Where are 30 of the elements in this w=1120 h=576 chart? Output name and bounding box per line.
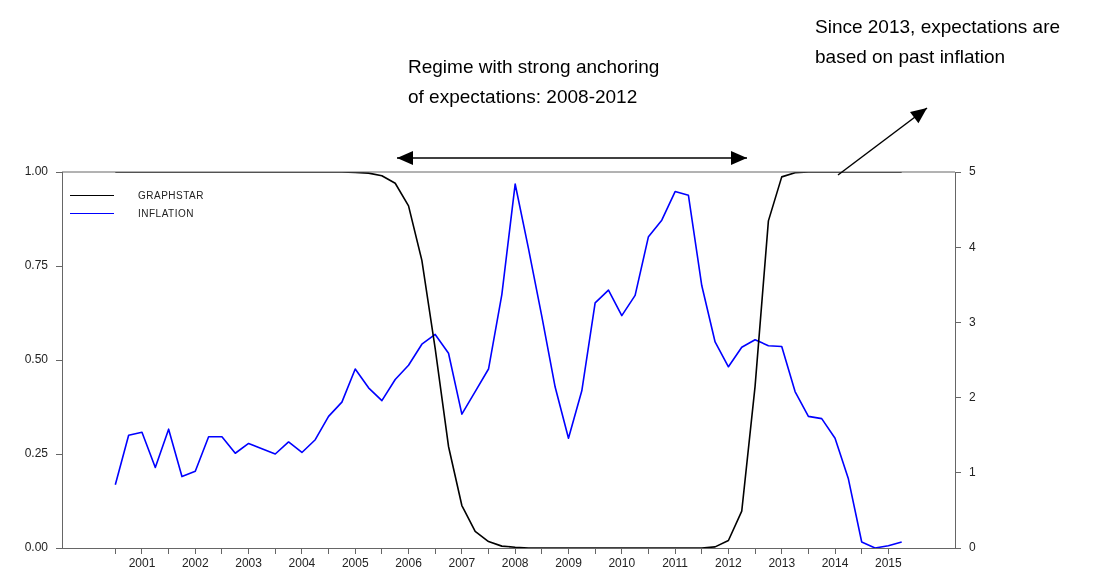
x-tick-label: 2001: [128, 555, 156, 570]
y-tick-label: 0.75: [24, 258, 49, 273]
x-tick-label: 2013: [768, 555, 796, 570]
y2-tick-label: 5: [969, 164, 976, 179]
x-tick-label: 2007: [448, 555, 476, 570]
y-tick-label: 0.25: [24, 446, 49, 461]
text: Since 2013, expectations are based on past inflation: [815, 15, 1062, 69]
x-tick-label: 2015: [875, 555, 903, 570]
legend-label: INFLATION: [138, 207, 194, 219]
x-tick-label: 2008: [501, 555, 529, 570]
y-tick-label: 1.00: [24, 164, 49, 179]
y2-tick-label: 2: [969, 389, 976, 404]
x-tick-label: 2004: [288, 555, 316, 570]
x-tick-label: 2006: [395, 555, 423, 570]
text: Regime with strong anchoring of expectations: 2008-2012: [408, 55, 661, 109]
x-tick-label: 2009: [555, 555, 583, 570]
x-tick-label: 2010: [608, 555, 636, 570]
x-tick-label: 2005: [341, 555, 369, 570]
x-tick-label: 2012: [715, 555, 743, 570]
y2-tick-label: 3: [969, 314, 976, 329]
y-tick-label: 0.00: [24, 540, 49, 555]
legend-label: GRAPHSTAR: [138, 189, 204, 201]
y-tick-label: 0.50: [24, 352, 49, 367]
y2-tick-label: 1: [969, 465, 976, 480]
x-tick-label: 2003: [235, 555, 263, 570]
y2-tick-label: 0: [969, 540, 976, 555]
x-tick-label: 2002: [181, 555, 209, 570]
x-tick-label: 2011: [662, 555, 689, 570]
x-tick-label: 2014: [821, 555, 849, 570]
y2-tick-label: 4: [969, 239, 976, 254]
